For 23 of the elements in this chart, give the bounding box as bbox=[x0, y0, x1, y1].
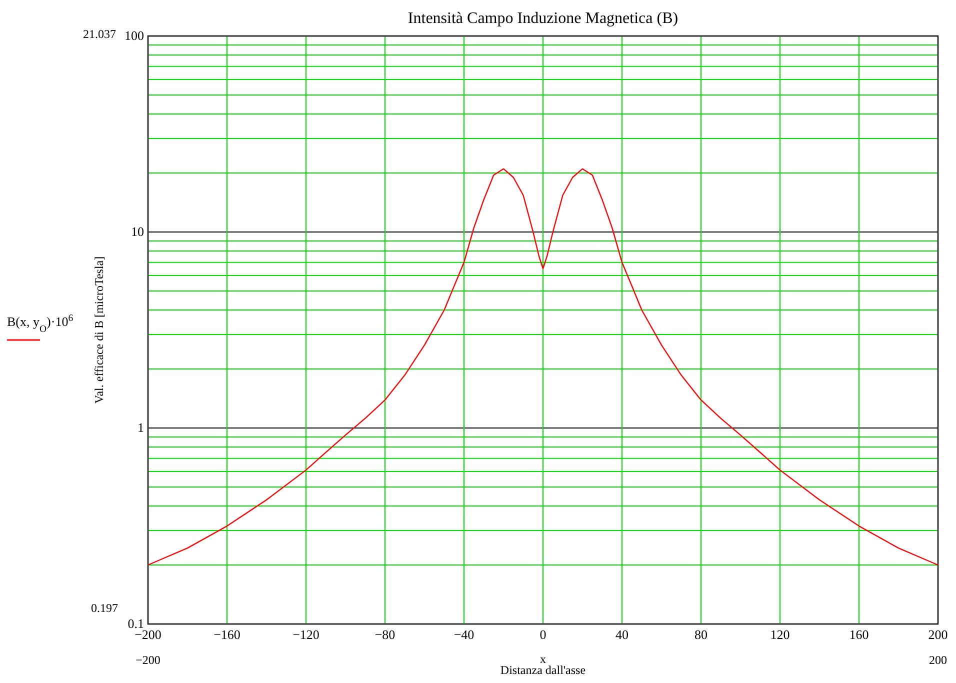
x-tick-label: 0 bbox=[540, 627, 546, 642]
text: 0.197 bbox=[91, 601, 118, 615]
x-tick-label: 120 bbox=[770, 627, 790, 642]
x-tick-label: 40 bbox=[616, 627, 628, 642]
y-tick-label: 1 bbox=[138, 420, 144, 435]
text: Distanza dall'asse bbox=[500, 663, 586, 677]
x-tick-label: 80 bbox=[694, 627, 708, 642]
text: 200 bbox=[929, 653, 947, 667]
x-tick-label: −80 bbox=[374, 627, 396, 642]
y-tick-label: 100 bbox=[124, 28, 144, 43]
x-tick-label: −120 bbox=[292, 627, 320, 642]
x-tick-label: −160 bbox=[214, 627, 240, 642]
line-series bbox=[147, 168, 939, 566]
text: −200 bbox=[136, 653, 160, 667]
x-axis-title: x bbox=[540, 652, 546, 666]
chart-title: Intensità Campo Induzione Magnetica (B) bbox=[408, 10, 678, 27]
text: 21.037 bbox=[83, 27, 116, 41]
text: B(x, y$_{O}$)·10$^{6}$ bbox=[7, 312, 74, 334]
x-tick-label: 200 bbox=[928, 627, 948, 642]
y-tick-label: 10 bbox=[131, 224, 144, 239]
x-tick-label: 160 bbox=[849, 627, 869, 642]
x-tick-label: −40 bbox=[454, 627, 474, 642]
y-axis-title: Val. efficace di B [microTesla] bbox=[92, 256, 106, 404]
